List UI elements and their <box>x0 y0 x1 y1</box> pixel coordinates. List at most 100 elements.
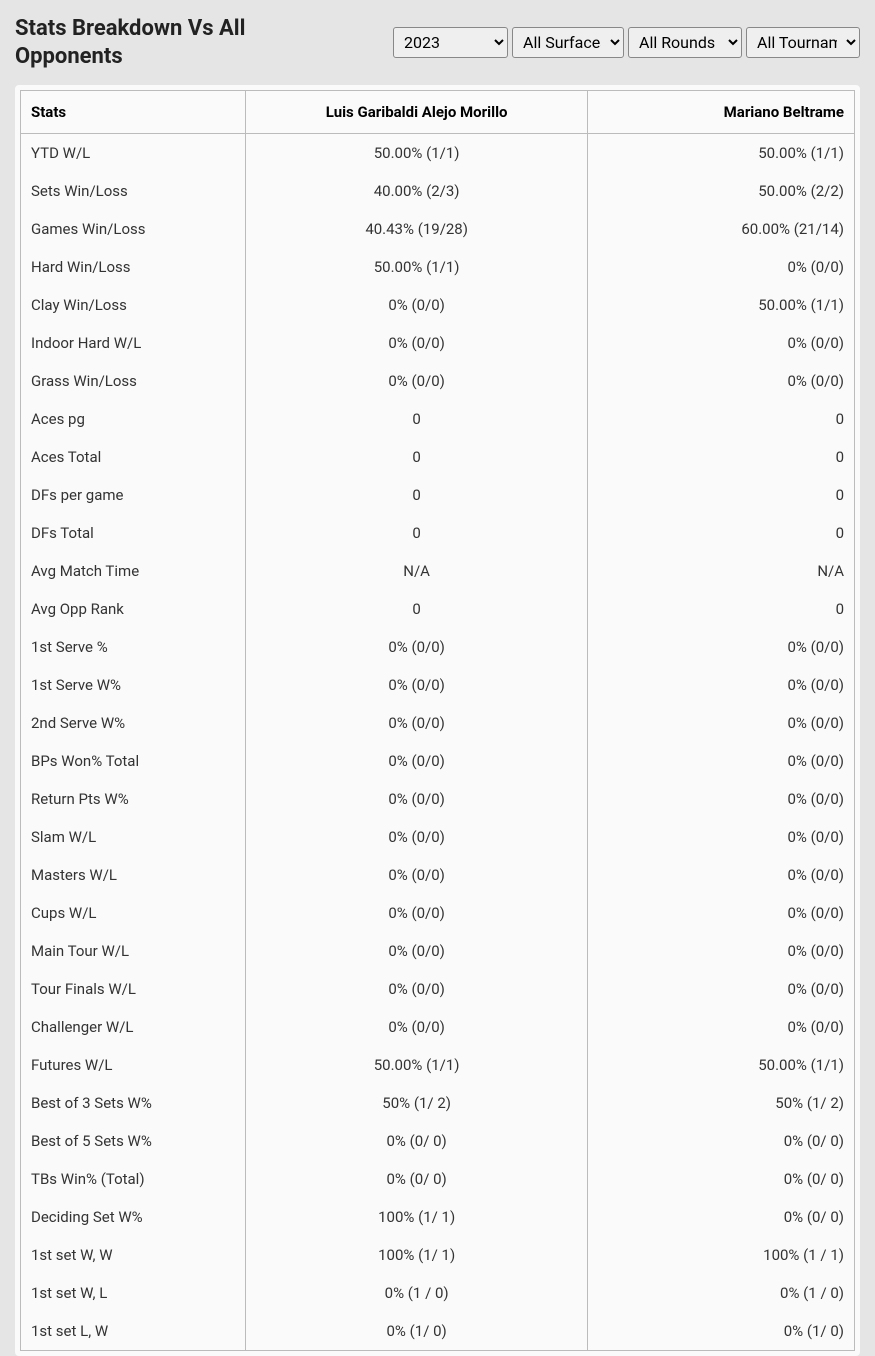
rounds-select[interactable]: All Rounds <box>628 27 742 58</box>
stat-value-player1: 0% (0/0) <box>246 324 588 362</box>
stat-value-player1: 0% (0/0) <box>246 932 588 970</box>
column-header-stats: Stats <box>21 91 246 134</box>
stat-value-player2: 0% (0/0) <box>588 780 855 818</box>
stat-value-player1: 0% (1/ 0) <box>246 1312 588 1351</box>
stat-label: 1st set L, W <box>21 1312 246 1351</box>
stat-label: Masters W/L <box>21 856 246 894</box>
stat-value-player2: 0 <box>588 476 855 514</box>
stat-label: 1st Serve W% <box>21 666 246 704</box>
stat-value-player2: N/A <box>588 552 855 590</box>
stat-label: 2nd Serve W% <box>21 704 246 742</box>
table-row: BPs Won% Total0% (0/0)0% (0/0) <box>21 742 855 780</box>
table-row: Aces Total00 <box>21 438 855 476</box>
stat-label: Tour Finals W/L <box>21 970 246 1008</box>
stat-value-player2: 0% (0/0) <box>588 856 855 894</box>
stat-value-player2: 50.00% (1/1) <box>588 1046 855 1084</box>
stat-value-player2: 0% (0/ 0) <box>588 1198 855 1236</box>
stat-value-player2: 0% (0/ 0) <box>588 1122 855 1160</box>
stat-value-player1: 50.00% (1/1) <box>246 134 588 173</box>
stats-table-wrapper: Stats Luis Garibaldi Alejo Morillo Maria… <box>15 85 860 1356</box>
stat-label: 1st set W, W <box>21 1236 246 1274</box>
stat-value-player2: 50% (1/ 2) <box>588 1084 855 1122</box>
stat-label: Sets Win/Loss <box>21 172 246 210</box>
stat-value-player1: N/A <box>246 552 588 590</box>
stat-value-player1: 0% (0/0) <box>246 970 588 1008</box>
stat-label: TBs Win% (Total) <box>21 1160 246 1198</box>
stat-value-player2: 0% (0/0) <box>588 970 855 1008</box>
stat-value-player2: 60.00% (21/14) <box>588 210 855 248</box>
table-row: Main Tour W/L0% (0/0)0% (0/0) <box>21 932 855 970</box>
stat-value-player1: 0% (0/0) <box>246 856 588 894</box>
stat-value-player1: 0 <box>246 476 588 514</box>
stat-value-player2: 0% (0/0) <box>588 628 855 666</box>
stat-value-player2: 0 <box>588 590 855 628</box>
stat-value-player1: 0% (0/ 0) <box>246 1122 588 1160</box>
table-row: Cups W/L0% (0/0)0% (0/0) <box>21 894 855 932</box>
stat-value-player1: 100% (1/ 1) <box>246 1236 588 1274</box>
table-row: 2nd Serve W%0% (0/0)0% (0/0) <box>21 704 855 742</box>
table-row: Tour Finals W/L0% (0/0)0% (0/0) <box>21 970 855 1008</box>
page-title: Stats Breakdown Vs All Opponents <box>15 15 325 70</box>
stat-value-player2: 0% (0/0) <box>588 666 855 704</box>
stat-value-player2: 50.00% (2/2) <box>588 172 855 210</box>
table-header-row: Stats Luis Garibaldi Alejo Morillo Maria… <box>21 91 855 134</box>
tournament-select[interactable]: All Tournaments <box>746 27 860 58</box>
stat-value-player1: 0 <box>246 590 588 628</box>
table-row: 1st Serve W%0% (0/0)0% (0/0) <box>21 666 855 704</box>
stat-value-player1: 0% (0/0) <box>246 742 588 780</box>
stat-value-player1: 0 <box>246 438 588 476</box>
table-row: Return Pts W%0% (0/0)0% (0/0) <box>21 780 855 818</box>
stat-value-player2: 50.00% (1/1) <box>588 134 855 173</box>
stat-value-player1: 0 <box>246 514 588 552</box>
stat-label: Return Pts W% <box>21 780 246 818</box>
table-row: Slam W/L0% (0/0)0% (0/0) <box>21 818 855 856</box>
stat-value-player2: 100% (1 / 1) <box>588 1236 855 1274</box>
stat-value-player1: 50.00% (1/1) <box>246 1046 588 1084</box>
stat-value-player1: 0% (1 / 0) <box>246 1274 588 1312</box>
stat-value-player2: 0% (0/0) <box>588 1008 855 1046</box>
table-row: Best of 3 Sets W%50% (1/ 2)50% (1/ 2) <box>21 1084 855 1122</box>
surface-select[interactable]: All Surfaces <box>512 27 624 58</box>
column-header-player1: Luis Garibaldi Alejo Morillo <box>246 91 588 134</box>
stat-value-player2: 0% (0/0) <box>588 248 855 286</box>
stat-label: 1st set W, L <box>21 1274 246 1312</box>
table-row: Sets Win/Loss40.00% (2/3)50.00% (2/2) <box>21 172 855 210</box>
table-row: Clay Win/Loss0% (0/0)50.00% (1/1) <box>21 286 855 324</box>
stat-label: Slam W/L <box>21 818 246 856</box>
stat-value-player1: 50.00% (1/1) <box>246 248 588 286</box>
stat-value-player1: 0% (0/0) <box>246 780 588 818</box>
table-row: Hard Win/Loss50.00% (1/1)0% (0/0) <box>21 248 855 286</box>
stat-label: Challenger W/L <box>21 1008 246 1046</box>
stat-label: BPs Won% Total <box>21 742 246 780</box>
stat-label: Grass Win/Loss <box>21 362 246 400</box>
stat-value-player2: 50.00% (1/1) <box>588 286 855 324</box>
stat-value-player1: 0% (0/0) <box>246 628 588 666</box>
table-row: Futures W/L50.00% (1/1)50.00% (1/1) <box>21 1046 855 1084</box>
stat-value-player2: 0 <box>588 438 855 476</box>
table-row: 1st set W, L0% (1 / 0)0% (1 / 0) <box>21 1274 855 1312</box>
stat-value-player1: 40.43% (19/28) <box>246 210 588 248</box>
stat-value-player1: 0 <box>246 400 588 438</box>
year-select[interactable]: 2023 <box>393 27 508 58</box>
stat-value-player1: 0% (0/0) <box>246 894 588 932</box>
stat-label: YTD W/L <box>21 134 246 173</box>
stat-value-player1: 100% (1/ 1) <box>246 1198 588 1236</box>
stat-value-player1: 0% (0/0) <box>246 1008 588 1046</box>
stat-value-player1: 40.00% (2/3) <box>246 172 588 210</box>
table-row: 1st set L, W0% (1/ 0)0% (1/ 0) <box>21 1312 855 1351</box>
stat-label: 1st Serve % <box>21 628 246 666</box>
column-header-player2: Mariano Beltrame <box>588 91 855 134</box>
stat-label: DFs Total <box>21 514 246 552</box>
stat-value-player2: 0% (0/0) <box>588 742 855 780</box>
stat-value-player1: 0% (0/0) <box>246 362 588 400</box>
stat-label: Cups W/L <box>21 894 246 932</box>
table-row: 1st Serve %0% (0/0)0% (0/0) <box>21 628 855 666</box>
stat-value-player2: 0% (0/0) <box>588 818 855 856</box>
table-row: 1st set W, W100% (1/ 1)100% (1 / 1) <box>21 1236 855 1274</box>
stat-value-player1: 0% (0/0) <box>246 704 588 742</box>
table-row: YTD W/L50.00% (1/1)50.00% (1/1) <box>21 134 855 173</box>
filter-bar: 2023 All Surfaces All Rounds All Tournam… <box>393 27 860 58</box>
table-row: Masters W/L0% (0/0)0% (0/0) <box>21 856 855 894</box>
stat-value-player2: 0% (1/ 0) <box>588 1312 855 1351</box>
stat-value-player2: 0% (0/0) <box>588 894 855 932</box>
